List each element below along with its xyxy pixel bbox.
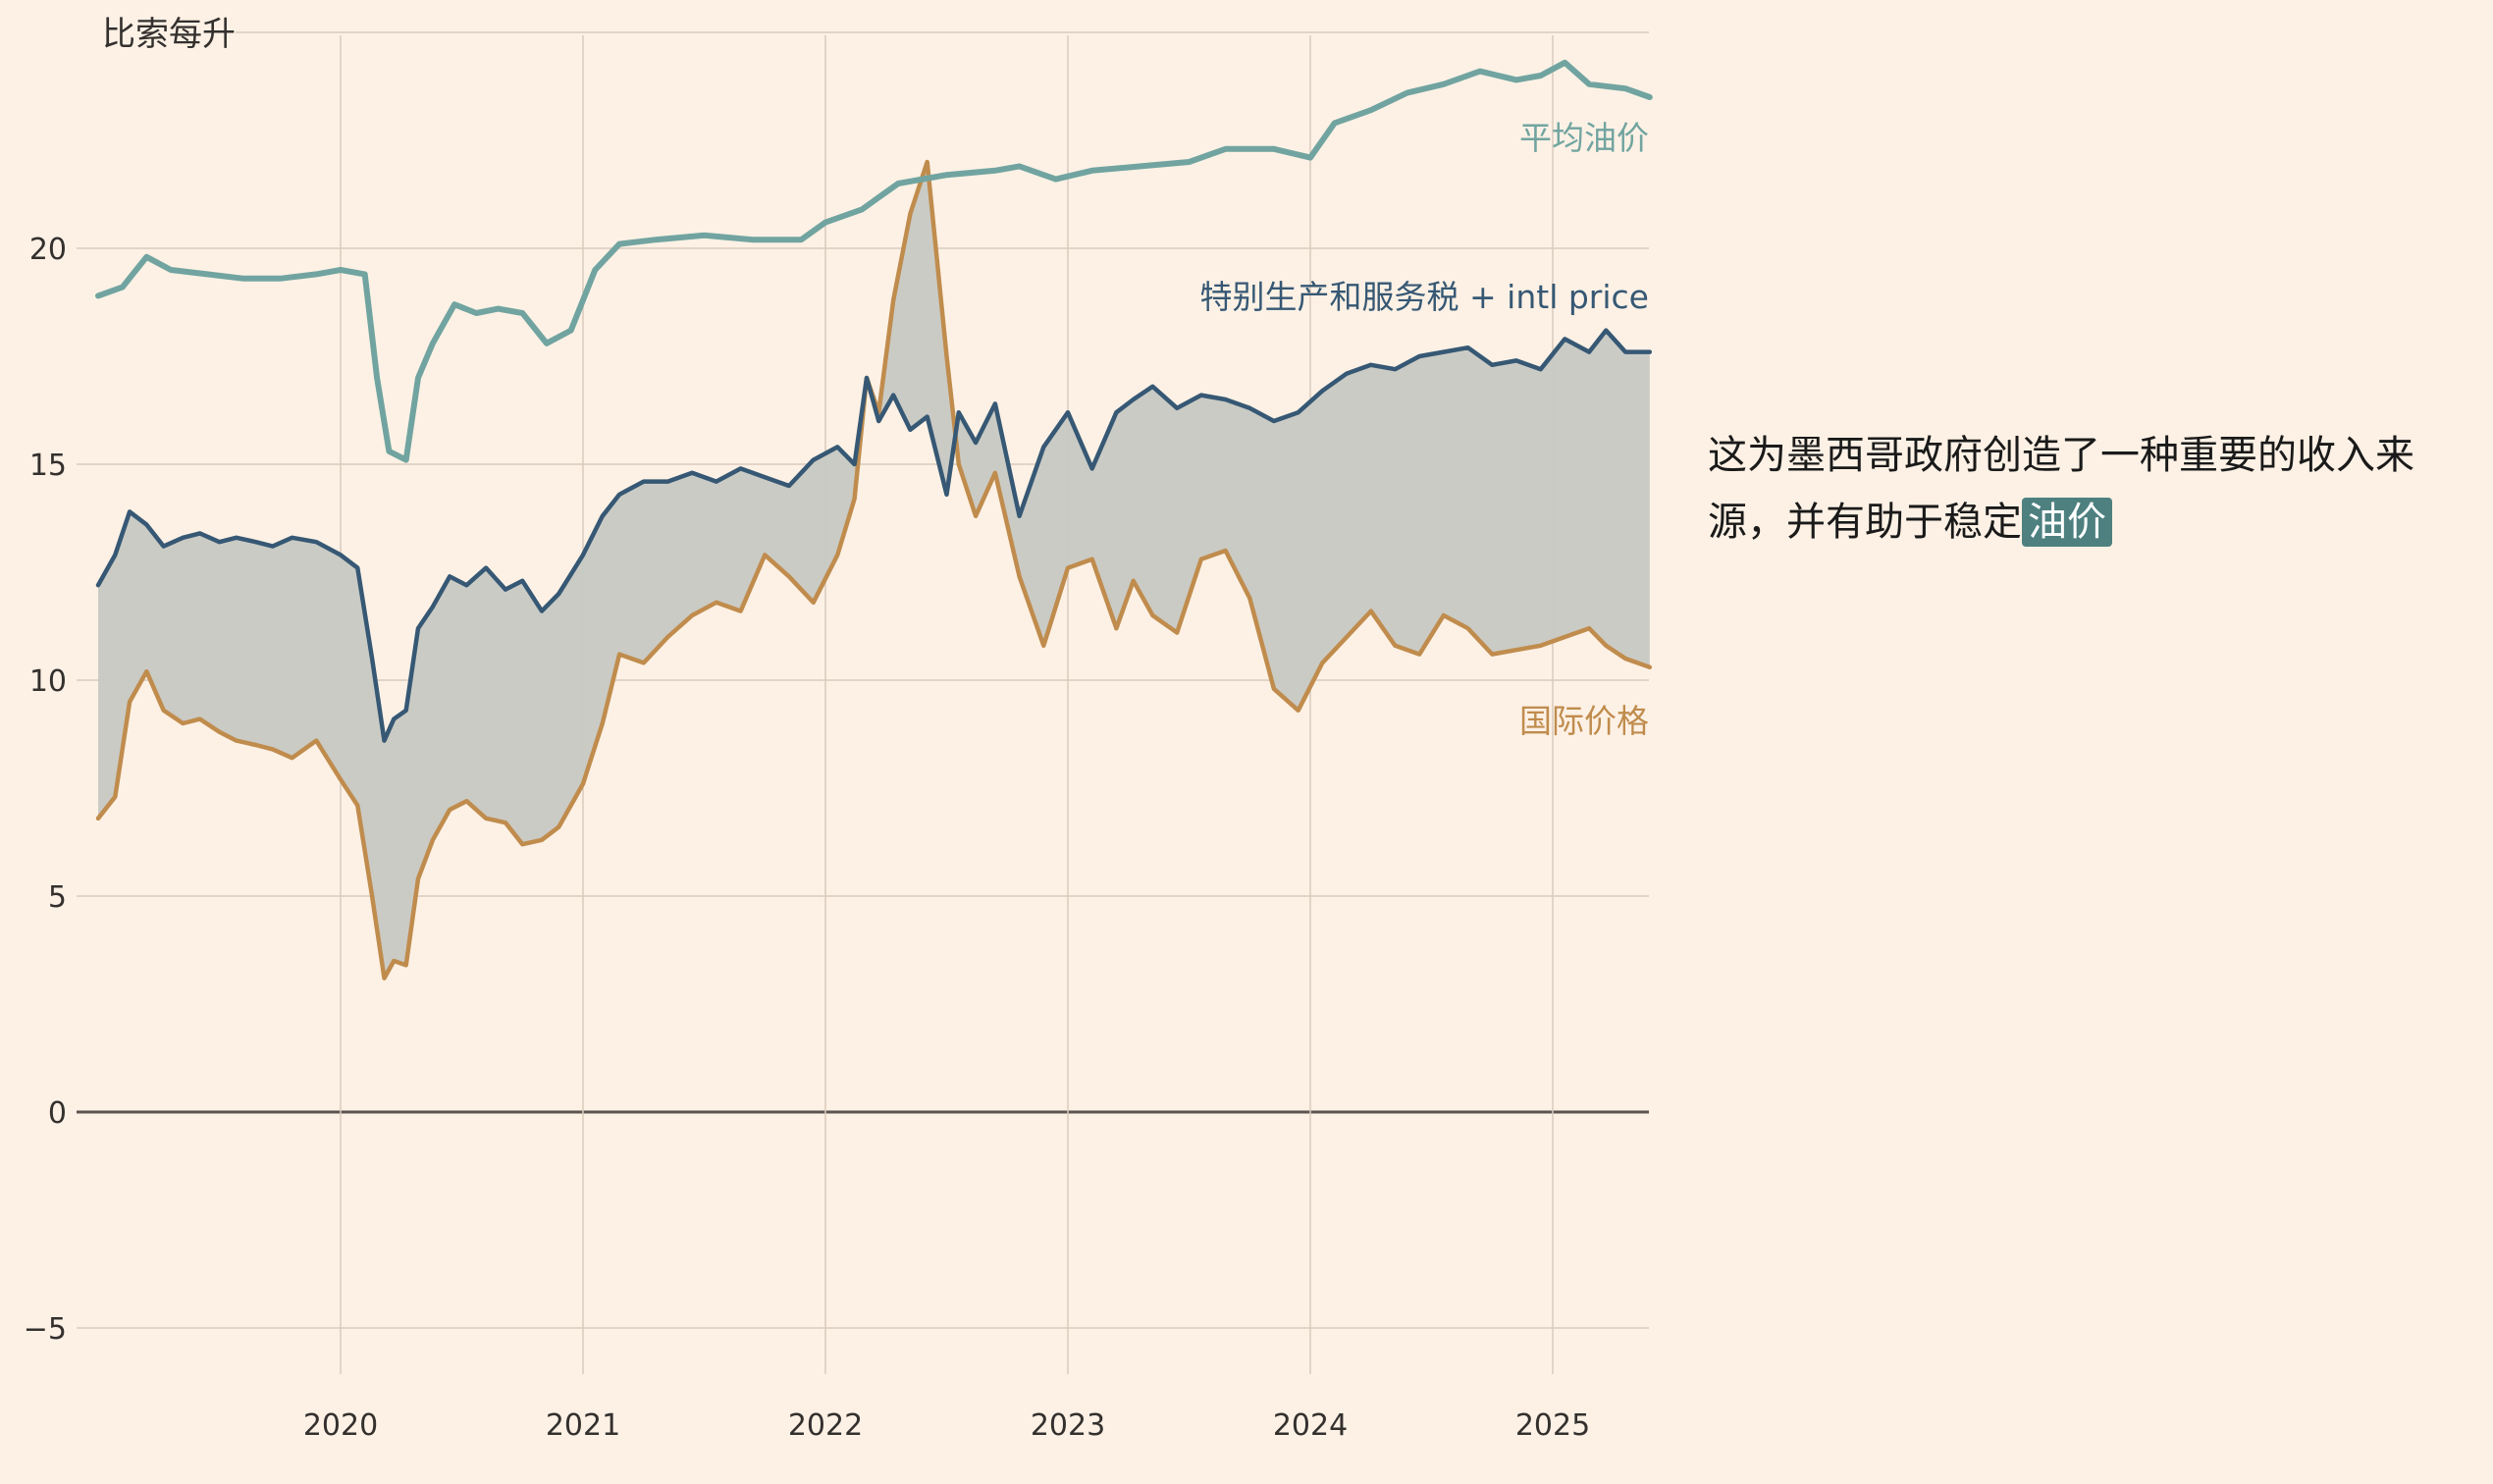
x-tick-label: 2020 [303, 1408, 378, 1443]
label-intl-price: 国际价格 [1519, 702, 1649, 740]
y-tick-label: 5 [48, 880, 67, 915]
y-tick-label: 15 [29, 449, 67, 483]
x-tick-label: 2024 [1273, 1408, 1348, 1443]
tick-labels: −50510152025202020212022202320242025 [24, 19, 1590, 1443]
x-tick-label: 2022 [788, 1408, 863, 1443]
x-tick-label: 2025 [1515, 1408, 1590, 1443]
series-lines [95, 59, 1653, 980]
y-tick-label: 10 [29, 664, 67, 699]
chart: −50510152025202020212022202320242025 比索每… [20, 8, 1653, 1443]
series-line-average-price [95, 59, 1653, 463]
annotation-text: 这为墨西哥政府创造了一种重要的收入来源，并有助于稳定 油价 [1708, 422, 2473, 556]
unit-label-bg [20, 8, 236, 59]
y-tick-label: −5 [24, 1312, 67, 1347]
x-tick-label: 2023 [1031, 1408, 1105, 1443]
label-average-price: 平均油价 [1519, 119, 1649, 157]
annotation-body: 这为墨西哥政府创造了一种重要的收入来源，并有助于稳定 [1708, 433, 2414, 545]
series-line-ieps-plus-intl [95, 328, 1653, 743]
x-tick-label: 2021 [546, 1408, 620, 1443]
shaded-band [98, 162, 1650, 979]
y-tick-label: 0 [48, 1096, 67, 1131]
label-ieps-plus-intl: 特别生产和服务税 + intl price [1200, 278, 1649, 316]
grid-lines [77, 31, 1649, 1374]
series-line-intl-price [95, 159, 1653, 980]
y-unit-label: 比索每升 [102, 15, 236, 54]
y-tick-label: 20 [29, 233, 67, 267]
annotation-highlight: 油价 [2022, 498, 2112, 547]
